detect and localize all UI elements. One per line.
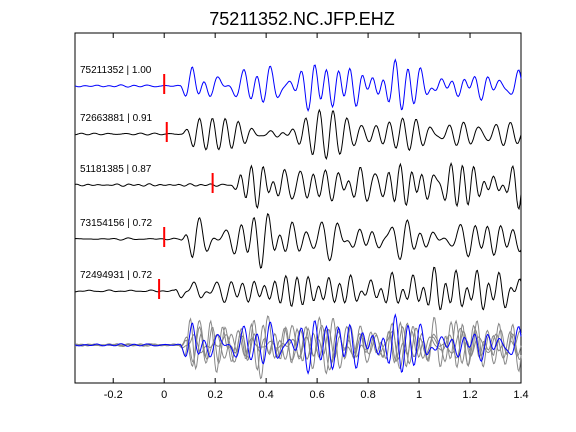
x-axis: -0.2 0 0.2 0.4 0.6 0.8 1 1.2 1.4 [104, 33, 529, 401]
trace: 75211352 | 1.00 [74, 58, 522, 112]
x-tick-label: 0.6 [309, 389, 324, 401]
trace: 73154156 | 0.72 [74, 212, 522, 269]
trace: 72663881 | 0.91 [74, 108, 522, 161]
trace-label: 72663881 | 0.91 [80, 113, 153, 124]
trace-line [74, 212, 522, 269]
trace-line [74, 58, 522, 112]
x-tick-label: 1.4 [513, 389, 528, 401]
trace-label: 73154156 | 0.72 [80, 218, 153, 229]
x-tick-label: 0.4 [258, 389, 273, 401]
plot-frame [74, 32, 522, 384]
stack-trace-line [74, 317, 522, 374]
stack-trace-line [74, 313, 522, 375]
trace-layer: 75211352 | 1.00 72663881 | 0.91 51181385 |… [74, 58, 522, 311]
x-tick-label: -0.2 [104, 389, 123, 401]
chart-title: 75211352.NC.JFP.EHZ [209, 9, 394, 29]
trace-line [74, 108, 522, 161]
trace-label: 51181385 | 0.87 [80, 164, 152, 175]
trace: 72494931 | 0.72 [74, 266, 522, 311]
x-tick-label: 1.2 [462, 389, 477, 401]
x-tick-label: 1 [416, 389, 422, 401]
stack-layer [74, 313, 522, 380]
trace-label: 72494931 | 0.72 [80, 270, 153, 281]
trace: 51181385 | 0.87 [74, 162, 522, 211]
x-tick-label: 0.8 [360, 389, 375, 401]
trace-line [74, 266, 522, 311]
x-tick-label: 0 [161, 389, 167, 401]
x-tick-label: 0.2 [208, 389, 223, 401]
trace-line [74, 162, 522, 211]
trace-label: 75211352 | 1.00 [80, 65, 152, 76]
